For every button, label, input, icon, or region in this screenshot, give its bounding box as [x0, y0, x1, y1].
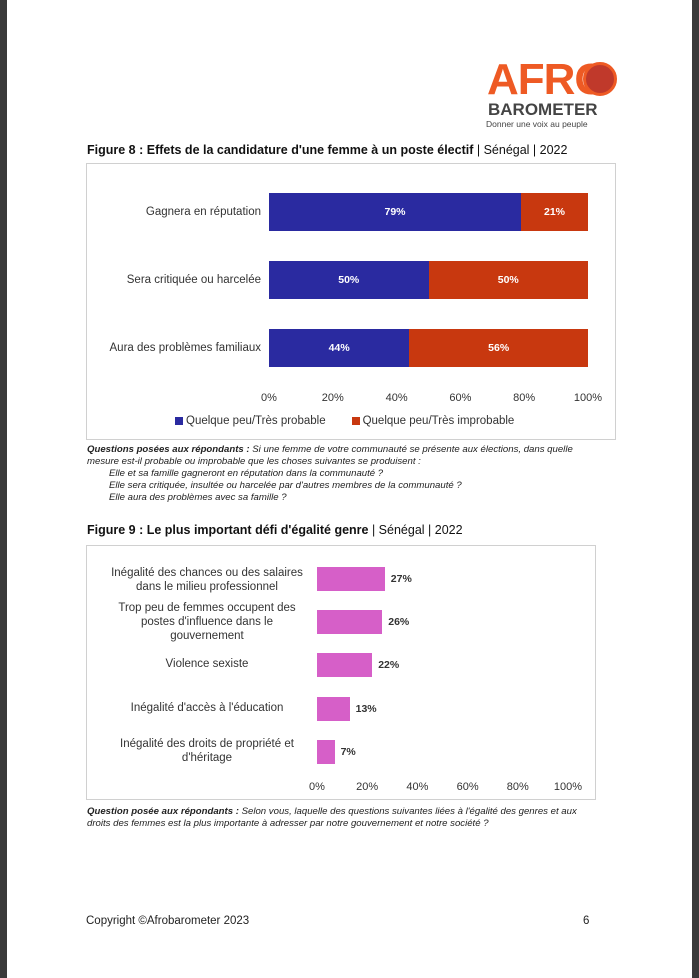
page-edge-right	[692, 0, 699, 978]
data-label: 22%	[378, 659, 400, 671]
bar	[317, 610, 383, 634]
notes-label: Questions posées aux répondants :	[87, 444, 250, 455]
notes-item: Elle sera critiquée, insultée ou harcelé…	[109, 480, 462, 491]
category-label: Gagnera en réputation	[145, 206, 261, 218]
legend-swatch	[351, 417, 360, 425]
figure8-title-bold: Figure 8 : Effets de la candidature d'un…	[87, 143, 474, 157]
logo-tagline: Donner une voix au peuple	[486, 119, 588, 129]
legend-item: Quelque peu/Très improbable	[351, 415, 515, 427]
x-tick-label: 100%	[553, 781, 583, 793]
category-label: Sera critiquée ou harcelée	[126, 274, 261, 286]
bar-segment	[409, 329, 588, 367]
legend: Quelque peu/Très probable Quelque peu/Trè…	[175, 415, 536, 427]
x-tick-label: 60%	[456, 781, 479, 793]
figure9-chart: Inégalité des chances ou des salaires da…	[86, 545, 596, 800]
figure8-title-rest: | Sénégal | 2022	[473, 143, 568, 157]
bar	[317, 653, 373, 677]
x-tick-label: 40%	[406, 781, 429, 793]
data-label: 13%	[355, 703, 377, 715]
x-tick-label: 60%	[449, 392, 472, 404]
category-label: Inégalité des droits de propriété et d'h…	[120, 738, 294, 764]
notes-text: Selon vous, laquelle des questions suiva…	[87, 806, 577, 829]
data-label: 21%	[543, 206, 565, 218]
page-number: 6	[583, 915, 590, 927]
bar-segment	[521, 193, 588, 231]
figure8-chart: Gagnera en réputation 79% 21% Sera critiqué…	[86, 163, 616, 440]
data-label: 26%	[388, 616, 410, 628]
legend-swatch	[175, 417, 183, 425]
legend-label: Quelque peu/Très improbable	[362, 415, 515, 427]
category-label: Inégalité des chances ou des salaires da…	[111, 567, 303, 593]
bar-segment	[269, 193, 521, 231]
footer-copyright: Copyright ©Afrobarometer 2023	[86, 915, 250, 927]
logo-barometer-text: BAROMETER	[488, 100, 598, 119]
data-label: 27%	[390, 573, 412, 585]
data-label: 50%	[338, 274, 360, 286]
bar	[317, 740, 335, 764]
figure9-notes: Question posée aux répondants : Selon vo…	[87, 806, 597, 830]
data-label: 79%	[384, 206, 406, 218]
category-label: Inégalité d'accès à l'éducation	[130, 702, 284, 714]
figure9-title-rest: | Sénégal | 2022	[368, 523, 463, 537]
category-label: Trop peu de femmes occupent des postes d…	[118, 602, 296, 642]
legend-label: Quelque peu/Très probable	[186, 415, 326, 427]
x-tick-label: 0%	[261, 392, 277, 404]
x-tick-label: 20%	[321, 392, 344, 404]
x-tick-label: 20%	[356, 781, 379, 793]
category-label: Violence sexiste	[165, 658, 249, 670]
x-tick-label: 40%	[385, 392, 408, 404]
notes-item: Elle aura des problèmes avec sa famille …	[109, 492, 287, 503]
figure9-title-bold: Figure 9 : Le plus important défi d'égal…	[87, 523, 369, 537]
notes-text: Si une femme de votre communauté se prés…	[87, 444, 573, 467]
bar-segment	[428, 261, 588, 299]
data-label: 56%	[488, 342, 510, 354]
africa-globe-icon	[583, 62, 617, 96]
figure9-title: Figure 9 : Le plus important défi d'égal…	[87, 523, 463, 537]
data-label: 7%	[340, 746, 356, 758]
bar-segment	[269, 261, 429, 299]
figure8-title: Figure 8 : Effets de la candidature d'un…	[87, 143, 567, 157]
data-label: 44%	[328, 342, 350, 354]
bar-segment	[269, 329, 410, 367]
page-edge-left	[0, 0, 7, 978]
bar	[317, 567, 385, 591]
x-tick-label: 100%	[573, 392, 603, 404]
x-tick-label: 80%	[513, 392, 536, 404]
legend-item: Quelque peu/Très probable	[175, 415, 326, 427]
bar	[317, 697, 350, 721]
x-tick-label: 80%	[506, 781, 529, 793]
figure8-notes: Questions posées aux répondants : Si une…	[87, 444, 607, 504]
notes-label: Question posée aux répondants :	[87, 806, 239, 817]
x-tick-label: 0%	[309, 781, 325, 793]
notes-item: Elle et sa famille gagneront en réputati…	[109, 468, 384, 479]
data-label: 50%	[497, 274, 519, 286]
category-label: Aura des problèmes familiaux	[109, 342, 262, 354]
